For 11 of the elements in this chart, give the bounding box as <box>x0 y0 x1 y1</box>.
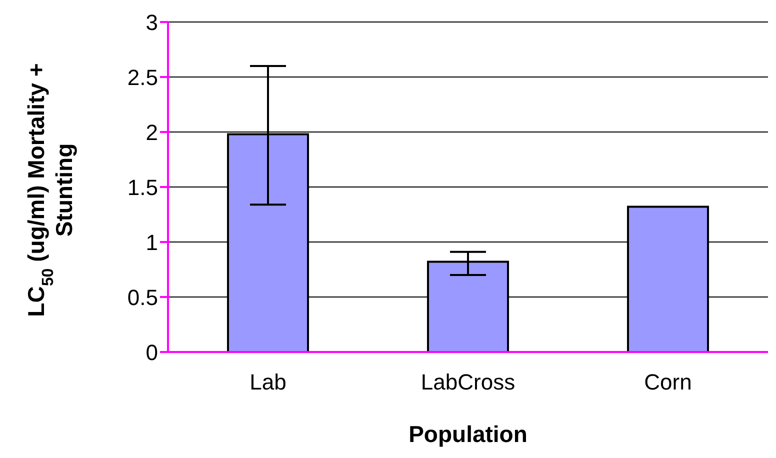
x-axis-title: Population <box>408 421 528 447</box>
x-tick-label: Corn <box>644 370 692 395</box>
y-tick-label: 2.5 <box>127 64 158 90</box>
y-tick-label: 1.5 <box>127 174 158 200</box>
y-tick-label: 0.5 <box>127 284 158 310</box>
y-tick-label: 2 <box>146 120 158 145</box>
x-tick-label: LabCross <box>420 370 516 395</box>
y-tick-label: 0 <box>146 340 158 365</box>
y-tick-label: 1 <box>146 230 158 255</box>
y-tick-label: 3 <box>146 10 158 35</box>
x-tick-label: Lab <box>250 370 286 395</box>
